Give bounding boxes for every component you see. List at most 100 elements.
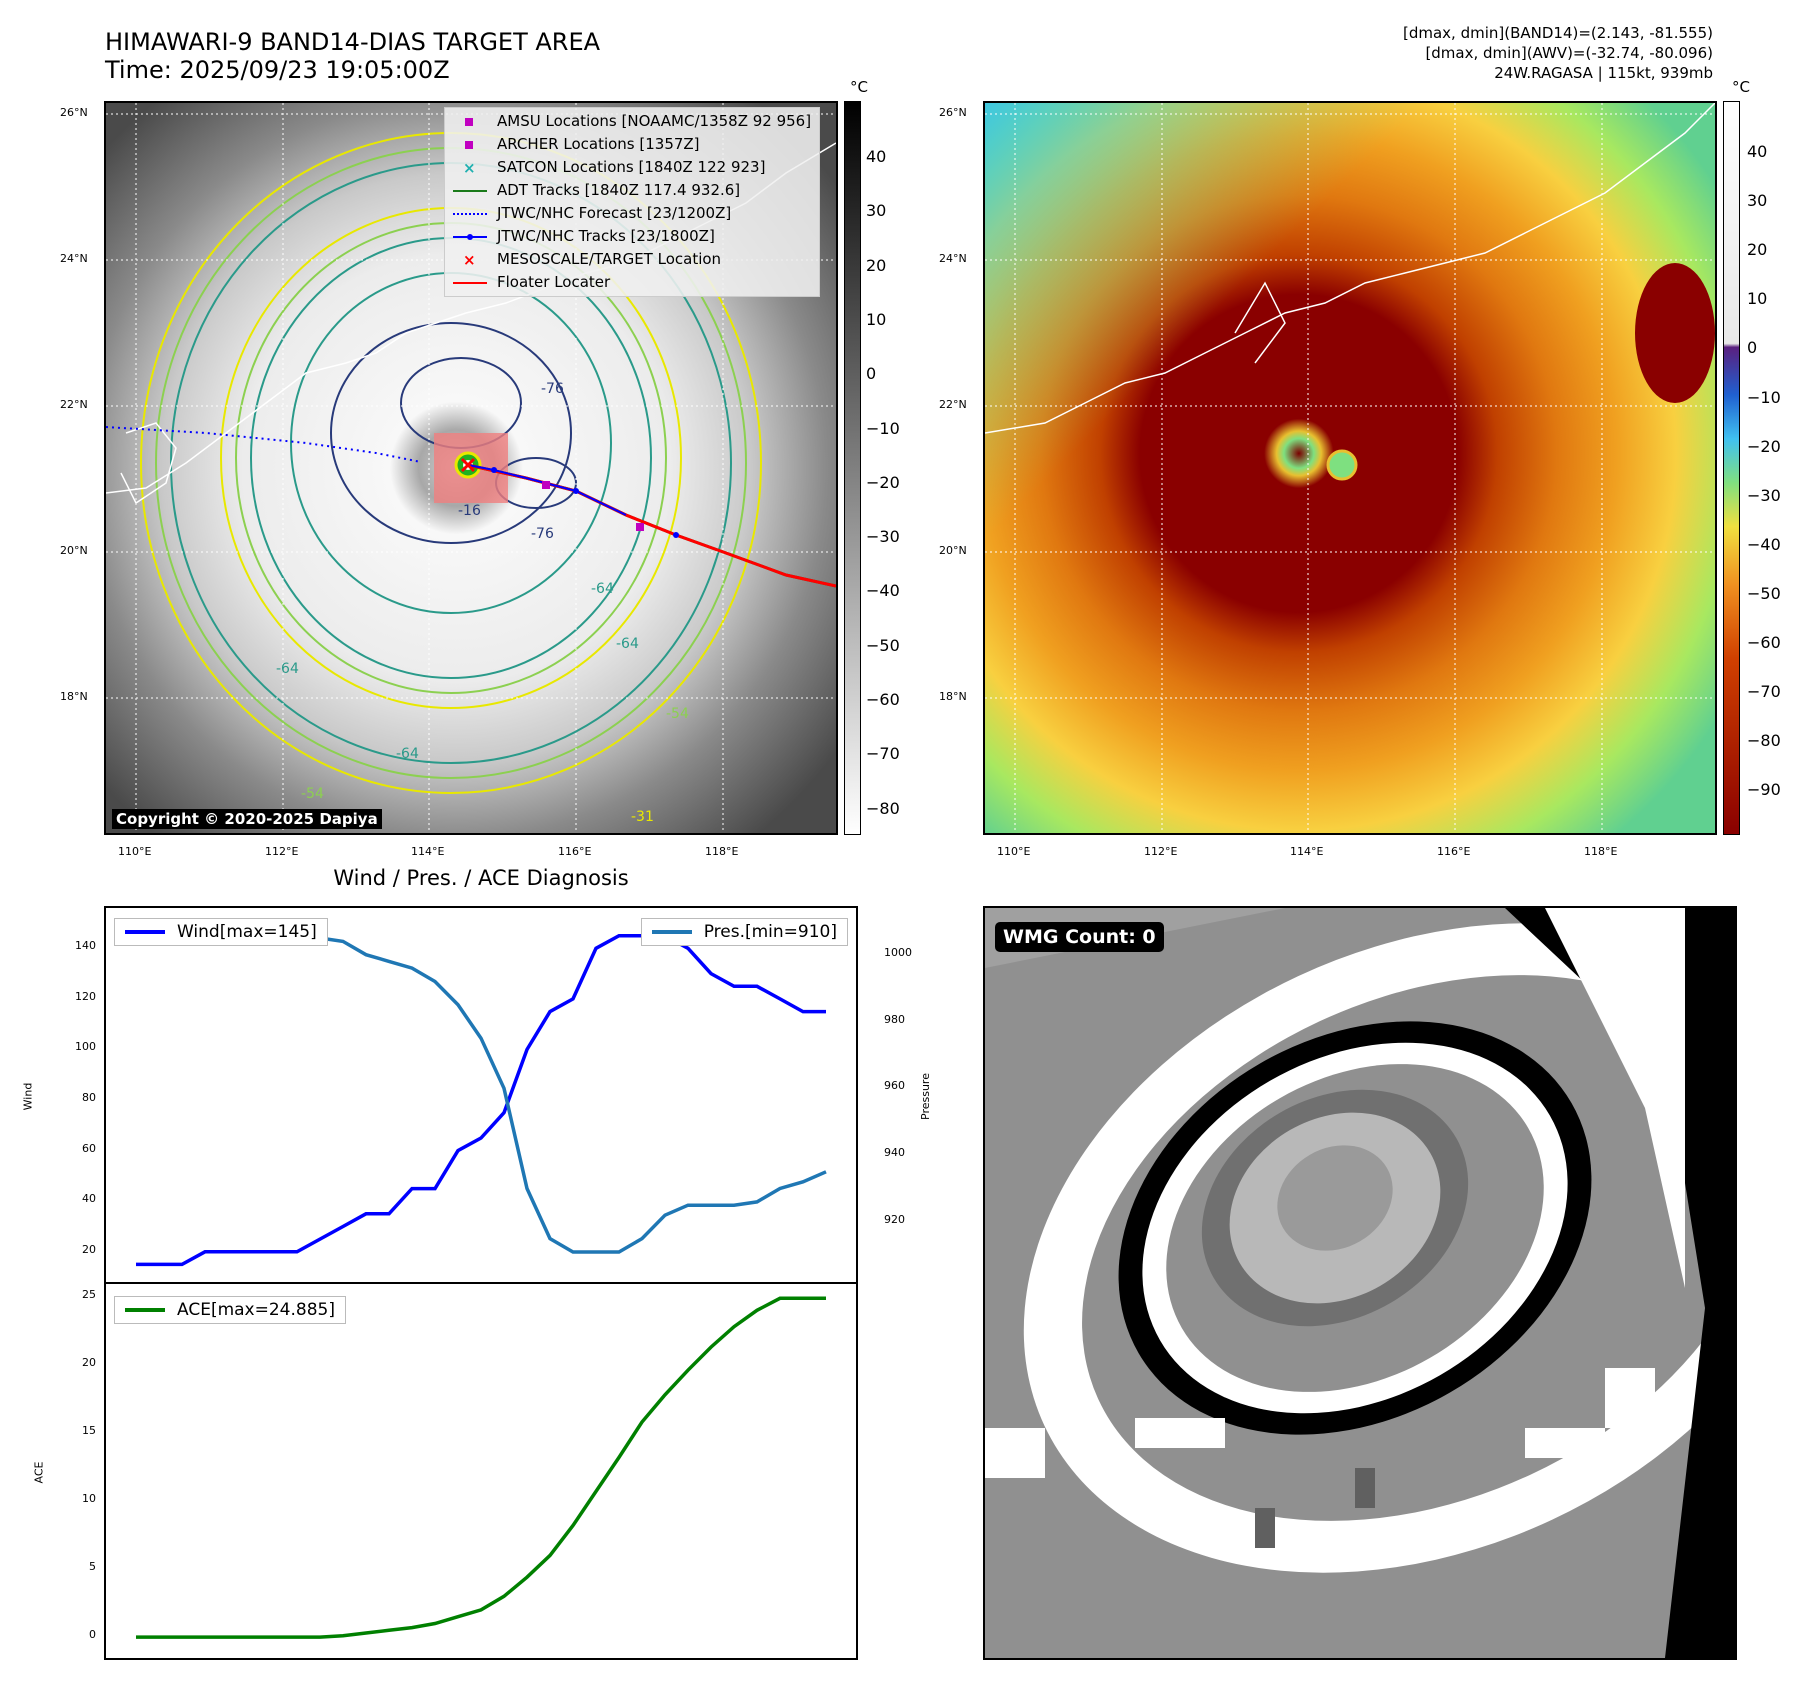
- lat-label: 22°N: [60, 398, 88, 411]
- diagnosis-title: Wind / Pres. / ACE Diagnosis: [333, 866, 629, 890]
- wmg-panel: WMG Count: 0: [983, 906, 1737, 1660]
- lat-label: 26°N: [60, 106, 88, 119]
- colorbar-tick-label: −10: [866, 418, 900, 438]
- legend-symbol-icon: [453, 184, 487, 198]
- legend-label: JTWC/NHC Forecast [23/1200Z]: [497, 204, 732, 222]
- contour-label: -64: [396, 746, 419, 762]
- colorbar-tick-label: −40: [1747, 534, 1781, 554]
- legend-symbol-icon: [453, 230, 487, 244]
- contour-label: -54: [666, 706, 689, 722]
- pressure-series-line: [135, 919, 827, 1254]
- colorbar-tick-label: −70: [1747, 682, 1781, 702]
- contour-label: -31: [631, 809, 654, 825]
- legend-symbol-icon: ×: [463, 158, 476, 177]
- pres-legend-line: [651, 930, 692, 934]
- legend-item: × SATCON Locations [1840Z 122 923]: [453, 156, 811, 179]
- lon-label: 110°E: [997, 845, 1031, 858]
- axis-tick-label: 25: [82, 1287, 96, 1301]
- axis-tick-label: 980: [884, 1012, 905, 1026]
- ace-series-line: [136, 1296, 826, 1639]
- contour-label: -64: [616, 636, 639, 652]
- lat-label: 22°N: [939, 398, 967, 411]
- legend-item: AMSU Locations [NOAAMC/1358Z 92 956]: [453, 110, 811, 133]
- colorbar-tick-label: 0: [866, 364, 877, 384]
- lon-label: 116°E: [558, 845, 592, 858]
- ace-legend: ACE[max=24.885]: [114, 1296, 346, 1324]
- legend-item: × MESOSCALE/TARGET Location: [453, 248, 811, 271]
- axis-tick-label: 5: [89, 1560, 96, 1574]
- colorbar-left-unit: °C: [850, 78, 868, 96]
- lat-label: 20°N: [939, 544, 967, 557]
- colorbar-tick-label: −80: [866, 798, 900, 818]
- figure-title: HIMAWARI-9 BAND14-DIAS TARGET AREA: [105, 28, 601, 56]
- lon-label: 118°E: [705, 845, 739, 858]
- axis-tick-label: 40: [82, 1192, 96, 1206]
- axis-tick-label: 120: [75, 989, 96, 1003]
- lat-label: 20°N: [60, 544, 88, 557]
- colorbar-tick-label: −80: [1747, 731, 1781, 751]
- legend-item: ARCHER Locations [1357Z]: [453, 133, 811, 156]
- colorbar-right-unit: °C: [1732, 78, 1750, 96]
- wind-axis-label: Wind: [21, 1082, 35, 1111]
- figure-time: Time: 2025/09/23 19:05:00Z: [105, 56, 450, 84]
- axis-tick-label: 60: [82, 1141, 96, 1155]
- colorbar-tick-label: −30: [1747, 485, 1781, 505]
- info-awv: [dmax, dmin](AWV)=(-32.74, -80.096): [1425, 44, 1713, 62]
- ace-legend-line: [125, 1308, 165, 1312]
- colorbar-left: [844, 101, 861, 835]
- axis-tick-label: 960: [884, 1079, 905, 1093]
- legend-symbol-icon: [453, 207, 487, 221]
- colorbar-tick-label: −50: [1747, 583, 1781, 603]
- lon-label: 116°E: [1437, 845, 1471, 858]
- lat-label: 26°N: [939, 106, 967, 119]
- axis-tick-label: 940: [884, 1146, 905, 1160]
- colorbar-tick-label: 40: [866, 147, 887, 166]
- legend-symbol-icon: [453, 138, 487, 152]
- axis-tick-label: 80: [82, 1091, 96, 1105]
- colorbar-tick-label: 40: [1747, 142, 1768, 161]
- wind-legend-label: Wind[max=145]: [177, 922, 317, 942]
- wind-legend: Wind[max=145]: [114, 918, 328, 946]
- legend-item: JTWC/NHC Forecast [23/1200Z]: [453, 202, 811, 225]
- axis-tick-label: 100: [75, 1040, 96, 1054]
- legend-label: ARCHER Locations [1357Z]: [497, 135, 700, 153]
- pres-legend-label: Pres.[min=910]: [703, 922, 837, 942]
- legend-label: AMSU Locations [NOAAMC/1358Z 92 956]: [497, 112, 812, 130]
- colorbar-tick-label: −60: [866, 690, 900, 709]
- pres-legend: Pres.[min=910]: [640, 918, 848, 946]
- lat-label: 18°N: [939, 690, 967, 703]
- map-legend: AMSU Locations [NOAAMC/1358Z 92 956] ARCH…: [444, 107, 821, 297]
- ace-chart: ACE[max=24.885]: [104, 1282, 858, 1660]
- colorbar-tick-label: 20: [866, 255, 887, 275]
- colorbar-tick-label: −90: [1747, 780, 1781, 800]
- info-storm: 24W.RAGASA | 115kt, 939mb: [1494, 64, 1713, 82]
- axis-tick-label: 20: [82, 1355, 96, 1369]
- axis-tick-label: 1000: [884, 945, 912, 959]
- colorbar-tick-label: 30: [866, 201, 887, 221]
- awv-map: [983, 101, 1717, 835]
- axis-tick-label: 920: [884, 1212, 905, 1226]
- contour-label: -54: [301, 786, 324, 802]
- colorbar-tick-label: −40: [866, 581, 900, 601]
- contour-label: -64: [276, 661, 299, 677]
- lat-label: 24°N: [939, 252, 967, 265]
- contour-label: -64: [591, 581, 614, 597]
- colorbar-tick-label: −30: [866, 527, 900, 547]
- legend-label: JTWC/NHC Tracks [23/1800Z]: [497, 227, 715, 245]
- lon-label: 112°E: [1144, 845, 1178, 858]
- lon-label: 110°E: [118, 845, 152, 858]
- contour-label: -76: [541, 381, 564, 397]
- legend-symbol-icon: [453, 276, 487, 290]
- wind-legend-line: [125, 930, 165, 934]
- colorbar-tick-label: 30: [1747, 191, 1768, 211]
- legend-symbol-icon: ×: [463, 250, 476, 269]
- axis-tick-label: 10: [82, 1491, 96, 1505]
- contour-label: -76: [531, 526, 554, 542]
- ace-legend-label: ACE[max=24.885]: [177, 1300, 335, 1320]
- legend-symbol-icon: [453, 115, 487, 129]
- legend-label: ADT Tracks [1840Z 117.4 932.6]: [497, 181, 741, 199]
- wmg-count-badge: WMG Count: 0: [995, 922, 1164, 952]
- lon-label: 118°E: [1584, 845, 1618, 858]
- colorbar-tick-label: 10: [1747, 289, 1768, 309]
- legend-label: MESOSCALE/TARGET Location: [497, 250, 722, 268]
